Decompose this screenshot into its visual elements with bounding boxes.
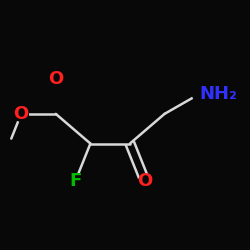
Text: O: O (48, 70, 64, 88)
Text: O: O (14, 105, 29, 123)
Text: O: O (137, 172, 152, 190)
Text: F: F (70, 172, 82, 190)
Text: NH₂: NH₂ (199, 85, 237, 103)
